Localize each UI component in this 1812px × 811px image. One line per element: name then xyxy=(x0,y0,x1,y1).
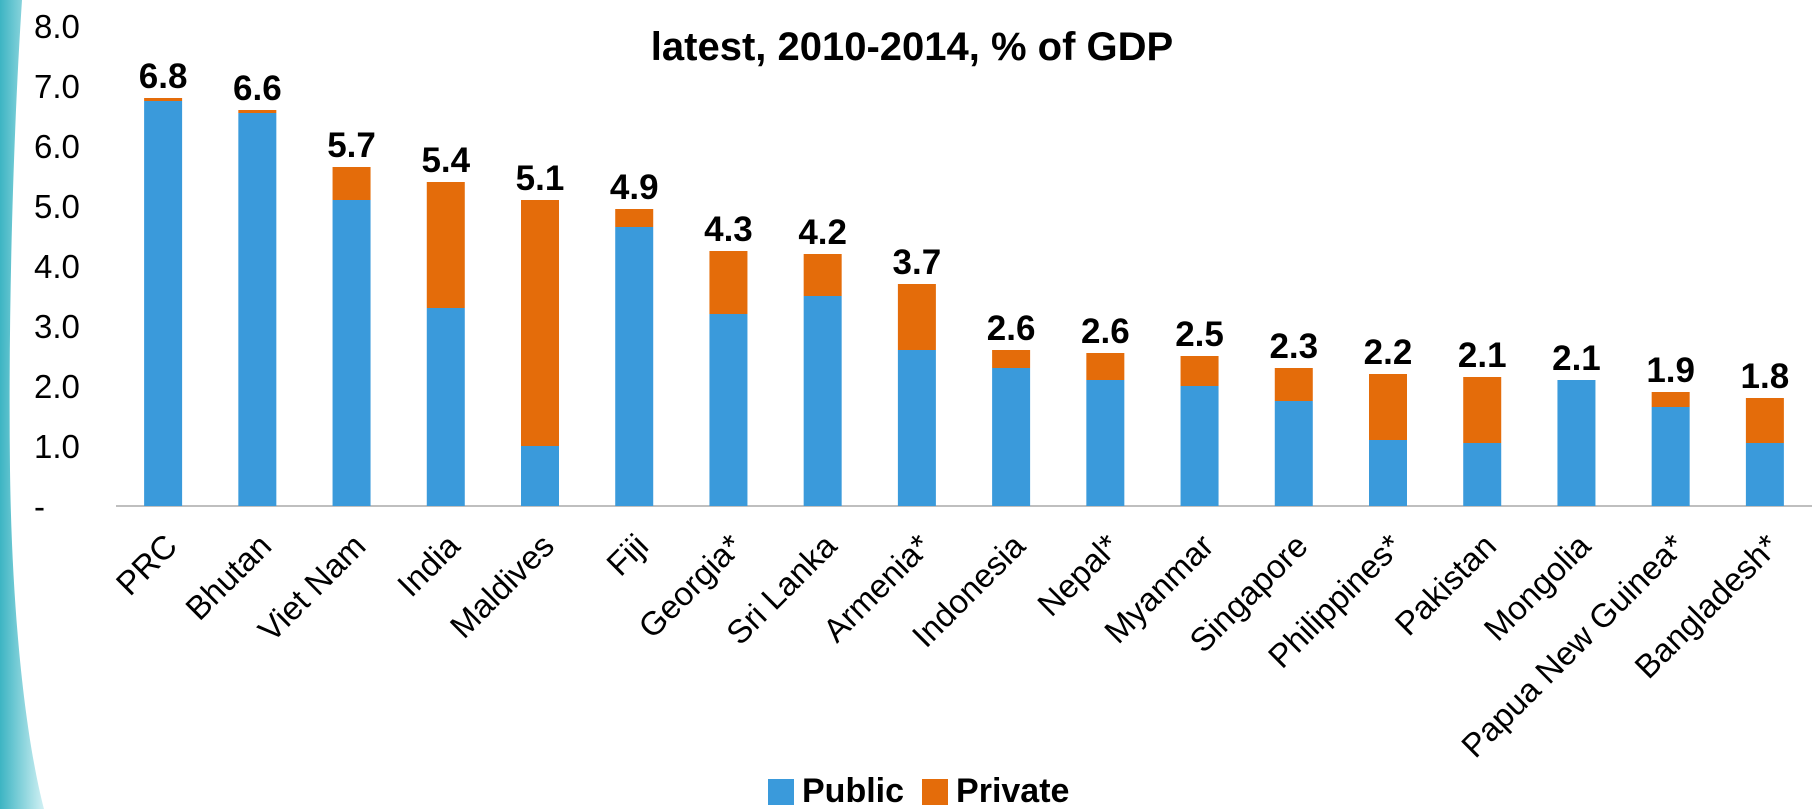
bar-public xyxy=(144,101,182,506)
total-label: 2.3 xyxy=(1269,327,1318,366)
y-tick-label: - xyxy=(34,488,45,525)
legend-swatch-private xyxy=(922,779,948,805)
bar-public xyxy=(1463,443,1501,506)
y-tick-label: 3.0 xyxy=(34,308,80,345)
y-axis-ticks: - 1.0 2.0 3.0 4.0 5.0 6.0 7.0 8.0 xyxy=(34,8,80,525)
bar-public xyxy=(1652,407,1690,506)
bar-private xyxy=(898,284,936,350)
y-tick-label: 1.0 xyxy=(34,428,80,465)
bar-public xyxy=(1746,443,1784,506)
bar-public xyxy=(521,446,559,506)
bar-private xyxy=(992,350,1030,368)
bar-private xyxy=(804,254,842,296)
legend: Public Private xyxy=(768,772,1069,811)
bar-public xyxy=(1275,401,1313,506)
total-label: 1.8 xyxy=(1741,357,1790,396)
bars-layer xyxy=(144,98,1784,506)
total-label: 2.1 xyxy=(1458,336,1507,375)
x-tick-label: PRC xyxy=(109,527,184,602)
y-tick-label: 7.0 xyxy=(34,68,80,105)
total-label: 4.3 xyxy=(704,210,753,249)
bar-private xyxy=(427,182,465,308)
x-tick-label: Fiji xyxy=(599,527,655,583)
total-label: 6.6 xyxy=(233,69,282,108)
total-label: 4.9 xyxy=(610,168,659,207)
legend-label-private: Private xyxy=(956,772,1069,811)
bar-public xyxy=(615,227,653,506)
bar-private xyxy=(144,98,182,101)
total-label: 5.1 xyxy=(516,159,565,198)
y-tick-label: 5.0 xyxy=(34,188,80,225)
legend-label-public: Public xyxy=(802,772,904,811)
bar-private xyxy=(238,110,276,113)
total-label: 2.6 xyxy=(1081,312,1130,351)
total-label: 5.4 xyxy=(421,141,470,180)
bar-public xyxy=(1557,380,1595,506)
bar-public xyxy=(333,200,371,506)
y-tick-label: 2.0 xyxy=(34,368,80,405)
bar-public xyxy=(804,296,842,506)
y-tick-label: 6.0 xyxy=(34,128,80,165)
bar-private xyxy=(709,251,747,314)
bar-public xyxy=(1369,440,1407,506)
bar-public xyxy=(898,350,936,506)
y-tick-label: 4.0 xyxy=(34,248,80,285)
chart-title: latest, 2010-2014, % of GDP xyxy=(651,25,1173,69)
total-label: 2.1 xyxy=(1552,339,1601,378)
x-tick-label: Maldives xyxy=(443,527,561,645)
total-label: 2.5 xyxy=(1175,315,1224,354)
bar-public xyxy=(1086,380,1124,506)
bar-private xyxy=(1086,353,1124,380)
bar-public xyxy=(1181,386,1219,506)
total-label: 6.8 xyxy=(139,57,188,96)
legend-swatch-public xyxy=(768,779,794,805)
bar-private xyxy=(1746,398,1784,443)
bar-public xyxy=(709,314,747,506)
bar-private xyxy=(615,209,653,227)
legend-item-public: Public xyxy=(768,772,904,811)
total-label: 5.7 xyxy=(327,126,376,165)
total-label: 2.2 xyxy=(1364,333,1413,372)
bar-public xyxy=(238,113,276,506)
y-tick-label: 8.0 xyxy=(34,8,80,45)
bar-private xyxy=(1463,377,1501,443)
total-labels: 6.8 6.6 5.7 5.4 5.1 4.9 4.3 4.2 3.7 2.6 2.6 2.5 2.3 2… xyxy=(139,57,1789,396)
bar-private xyxy=(521,200,559,446)
bar-public xyxy=(992,368,1030,506)
legend-item-private: Private xyxy=(922,772,1069,811)
total-label: 3.7 xyxy=(893,243,942,282)
bar-private xyxy=(1275,368,1313,401)
bar-private xyxy=(1369,374,1407,440)
bar-private xyxy=(1181,356,1219,386)
bar-public xyxy=(427,308,465,506)
bar-private xyxy=(333,167,371,200)
total-label: 2.6 xyxy=(987,309,1036,348)
x-tick-label: India xyxy=(390,526,467,603)
total-label: 4.2 xyxy=(798,213,847,252)
bar-private xyxy=(1652,392,1690,407)
total-label: 1.9 xyxy=(1646,351,1695,390)
